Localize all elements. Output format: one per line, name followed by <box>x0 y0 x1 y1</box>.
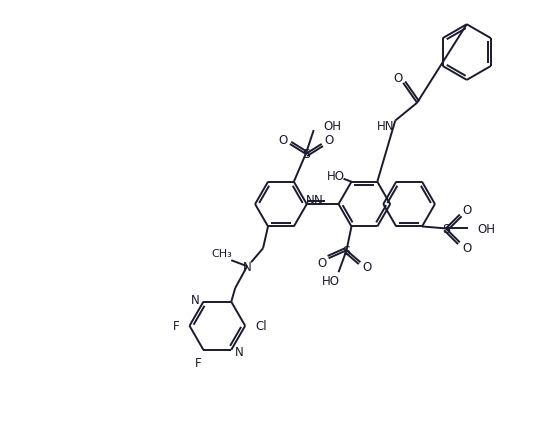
Text: S: S <box>343 244 350 257</box>
Text: O: O <box>278 134 288 147</box>
Text: O: O <box>324 134 333 147</box>
Text: N: N <box>243 260 251 273</box>
Text: N: N <box>235 346 244 359</box>
Text: O: O <box>394 72 403 85</box>
Text: O: O <box>462 203 471 217</box>
Text: HO: HO <box>327 170 344 183</box>
Text: O: O <box>363 260 372 273</box>
Text: S: S <box>302 148 310 161</box>
Text: OH: OH <box>323 119 342 132</box>
Text: N: N <box>314 193 323 206</box>
Text: S: S <box>442 222 450 235</box>
Text: CH₃: CH₃ <box>211 249 232 259</box>
Text: O: O <box>462 241 471 254</box>
Text: OH: OH <box>478 222 496 235</box>
Text: F: F <box>173 319 180 332</box>
Text: F: F <box>195 356 202 369</box>
Text: O: O <box>317 256 326 269</box>
Text: HO: HO <box>322 274 339 287</box>
Text: N: N <box>306 193 315 206</box>
Text: Cl: Cl <box>255 319 267 332</box>
Text: HN: HN <box>377 120 394 133</box>
Text: N: N <box>191 294 200 307</box>
